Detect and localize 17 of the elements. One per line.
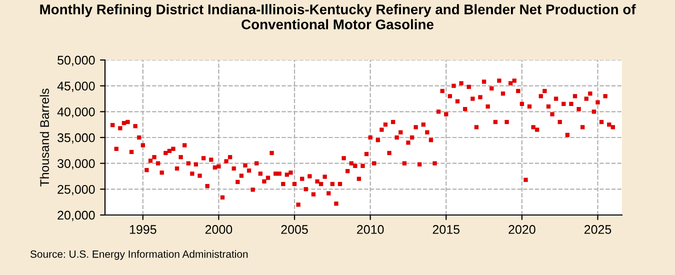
y-tick-label: 20,000 — [58, 210, 95, 222]
x-tick-label: 2025 — [584, 225, 612, 234]
x-tick-label: 2010 — [357, 225, 384, 234]
y-axis-title: Thousand Barrels — [40, 88, 50, 187]
x-tick-label: 2015 — [432, 225, 460, 234]
x-tick-label: 2000 — [205, 225, 232, 234]
source-note: Source: U.S. Energy Information Administration — [30, 250, 248, 260]
y-tick-label: 45,000 — [57, 82, 95, 92]
x-tick-label: 2005 — [281, 225, 308, 234]
x-tick-label: 1995 — [130, 225, 156, 234]
y-tick-label: 30,000 — [58, 159, 95, 170]
y-tick-label: 40,000 — [57, 107, 95, 118]
y-tick-label: 35,000 — [58, 133, 95, 144]
x-tick-label: 2020 — [508, 225, 536, 234]
chart-title: Monthly Refining District Indiana-Illinois-Kentucky Refinery and Blender Net Production of Conventional Motor Gasoline — [40, 4, 636, 30]
y-tick-label: 50,000 — [58, 56, 95, 66]
y-tick-label: 25,000 — [58, 184, 95, 196]
